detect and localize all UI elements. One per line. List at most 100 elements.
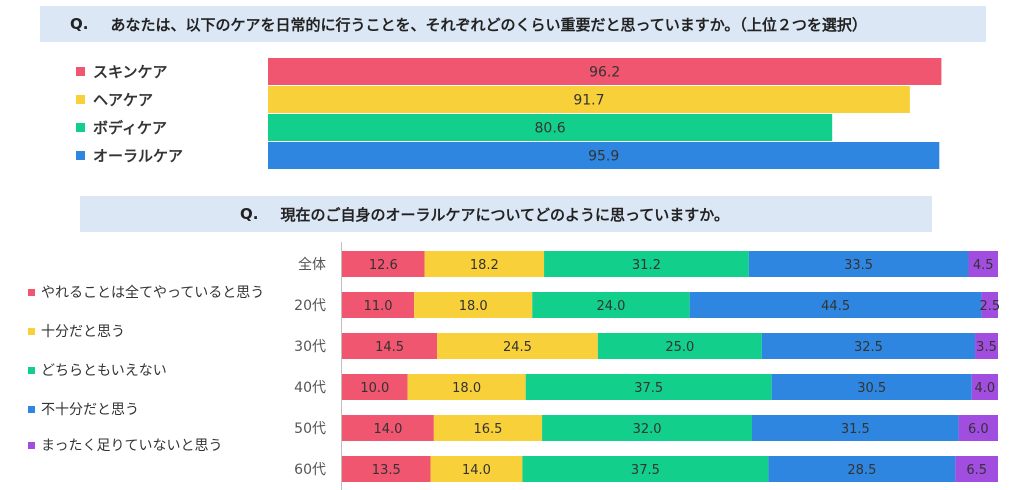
- chart-1-legend-label: スキンケア: [93, 63, 168, 81]
- chart-2-segment: [597, 333, 762, 359]
- chart-2-data-label: 14.0: [462, 463, 491, 478]
- chart-2-data-label: 12.6: [369, 258, 398, 273]
- question-2-label: Q.: [240, 205, 259, 223]
- chart-2-segment: [955, 456, 998, 482]
- chart-2-legend-label: まったく足りていないと思う: [41, 438, 223, 454]
- legend-swatch: [76, 151, 85, 160]
- chart-1-data-label: 95.9: [588, 149, 619, 165]
- chart-2-segment: [424, 251, 545, 277]
- chart-2-data-label: 33.5: [844, 258, 873, 273]
- chart-2-data-label: 18.2: [470, 258, 499, 273]
- chart-1-legend-item: スキンケア: [76, 61, 168, 82]
- chart-2-segment: [532, 292, 690, 318]
- chart-2-segment: [981, 292, 998, 318]
- chart-1-bar: [268, 114, 833, 141]
- chart-1-legend-label: オーラルケア: [93, 147, 184, 165]
- chart-2-data-label: 4.5: [973, 258, 994, 273]
- legend-swatch: [76, 95, 85, 104]
- chart-2-category-label: 50代: [294, 421, 326, 437]
- question-1-banner: Q. あなたは、以下のケアを日常的に行うことを、それぞれどのくらい重要だと思って…: [40, 6, 986, 42]
- chart-2-legend-label: 不十分だと思う: [41, 402, 139, 418]
- chart-1-bar: [268, 142, 940, 169]
- chart-2-legend-label: どちらともいえない: [41, 363, 167, 379]
- chart-2-segment: [433, 415, 543, 441]
- chart-2-legend-label: 十分だと思う: [41, 324, 125, 340]
- chart-1-legend-label: ボディケア: [93, 119, 167, 137]
- legend-swatch: [28, 405, 35, 413]
- chart-2-segment: [768, 456, 956, 482]
- chart-2-segment: [748, 251, 969, 277]
- chart-2-data-label: 14.0: [373, 422, 402, 437]
- legend-swatch: [28, 441, 35, 449]
- chart-2-data-label: 2.5: [979, 299, 1000, 314]
- chart-2-data-label: 16.5: [473, 422, 502, 437]
- chart-2-segment: [522, 456, 769, 482]
- chart-1-bar: [268, 58, 942, 85]
- chart-2-legend-item: どちらともいえない: [28, 360, 167, 380]
- legend-swatch: [28, 288, 35, 296]
- chart-2-data-label: 44.5: [821, 299, 850, 314]
- chart-2-data-label: 18.0: [452, 381, 481, 396]
- chart-2-segment: [342, 415, 434, 441]
- chart-2-legend-item: やれることは全てやっていると思う: [28, 282, 264, 302]
- chart-2-data-label: 11.0: [364, 299, 393, 314]
- chart-2-data-label: 10.0: [360, 381, 389, 396]
- chart-2-category-label: 40代: [294, 380, 326, 396]
- chart-2-segment: [761, 333, 976, 359]
- legend-swatch: [76, 67, 85, 76]
- chart-2-data-label: 37.5: [634, 381, 663, 396]
- chart-2-segment: [689, 292, 982, 318]
- chart-2-segment: [525, 374, 772, 400]
- legend-swatch: [28, 327, 35, 335]
- chart-2-data-label: 32.0: [633, 422, 662, 437]
- chart-2-legend-item: 不十分だと思う: [28, 399, 139, 419]
- chart-2-segment: [342, 292, 415, 318]
- chart-2-data-label: 37.5: [631, 463, 660, 478]
- chart-2-data-label: 24.0: [596, 299, 625, 314]
- chart-2-data-label: 24.5: [503, 340, 532, 355]
- chart-1-legend-label: ヘアケア: [93, 91, 154, 109]
- chart-2-category-label: 60代: [294, 462, 326, 478]
- chart-2-legend-item: まったく足りていないと思う: [28, 435, 222, 455]
- chart-2-segment: [407, 374, 526, 400]
- chart-2-segment: [968, 251, 998, 277]
- question-1-label: Q.: [70, 15, 89, 33]
- chart-2-segment: [342, 333, 438, 359]
- chart-1-bar: [268, 86, 910, 113]
- chart-2-category-label: 30代: [294, 339, 326, 355]
- chart-2-segment: [544, 251, 749, 277]
- chart-2-segment: [342, 374, 408, 400]
- legend-swatch: [76, 123, 85, 132]
- chart-2-segment: [437, 333, 598, 359]
- chart-2-data-label: 32.5: [854, 340, 883, 355]
- chart-1-legend-item: オーラルケア: [76, 145, 183, 166]
- chart-2-data-label: 13.5: [372, 463, 401, 478]
- chart-2-data-label: 30.5: [857, 381, 886, 396]
- question-2-banner: Q. 現在のご自身のオーラルケアについてどのように思っていますか。: [80, 196, 932, 232]
- chart-2-segment: [430, 456, 523, 482]
- question-1-text: あなたは、以下のケアを日常的に行うことを、それぞれどのくらい重要だと思っています…: [110, 15, 867, 34]
- chart-1-legend-item: ボディケア: [76, 117, 167, 138]
- chart-1-data-label: 91.7: [573, 93, 604, 109]
- chart-2-data-label: 31.2: [632, 258, 661, 273]
- chart-2-data-label: 31.5: [841, 422, 870, 437]
- chart-2-segment: [414, 292, 533, 318]
- chart-2-data-label: 3.5: [976, 340, 997, 355]
- chart-2-data-label: 6.5: [966, 463, 987, 478]
- chart-2-legend-label: やれることは全てやっていると思う: [41, 285, 265, 301]
- chart-2-data-label: 6.0: [968, 422, 989, 437]
- chart-2-legend-item: 十分だと思う: [28, 321, 125, 341]
- chart-2-category-label: 全体: [298, 256, 326, 273]
- chart-2-segment: [342, 251, 425, 277]
- chart-2-category-label: 20代: [294, 298, 326, 314]
- chart-2-segment: [975, 333, 998, 359]
- chart-2-data-label: 28.5: [847, 463, 876, 478]
- legend-swatch: [28, 366, 35, 374]
- chart-2-segment: [971, 374, 998, 400]
- chart-2-segment: [542, 415, 752, 441]
- chart-1-data-label: 96.2: [589, 65, 620, 81]
- chart-2-data-label: 18.0: [459, 299, 488, 314]
- chart-2-segment: [771, 374, 972, 400]
- chart-2-data-label: 25.0: [665, 340, 694, 355]
